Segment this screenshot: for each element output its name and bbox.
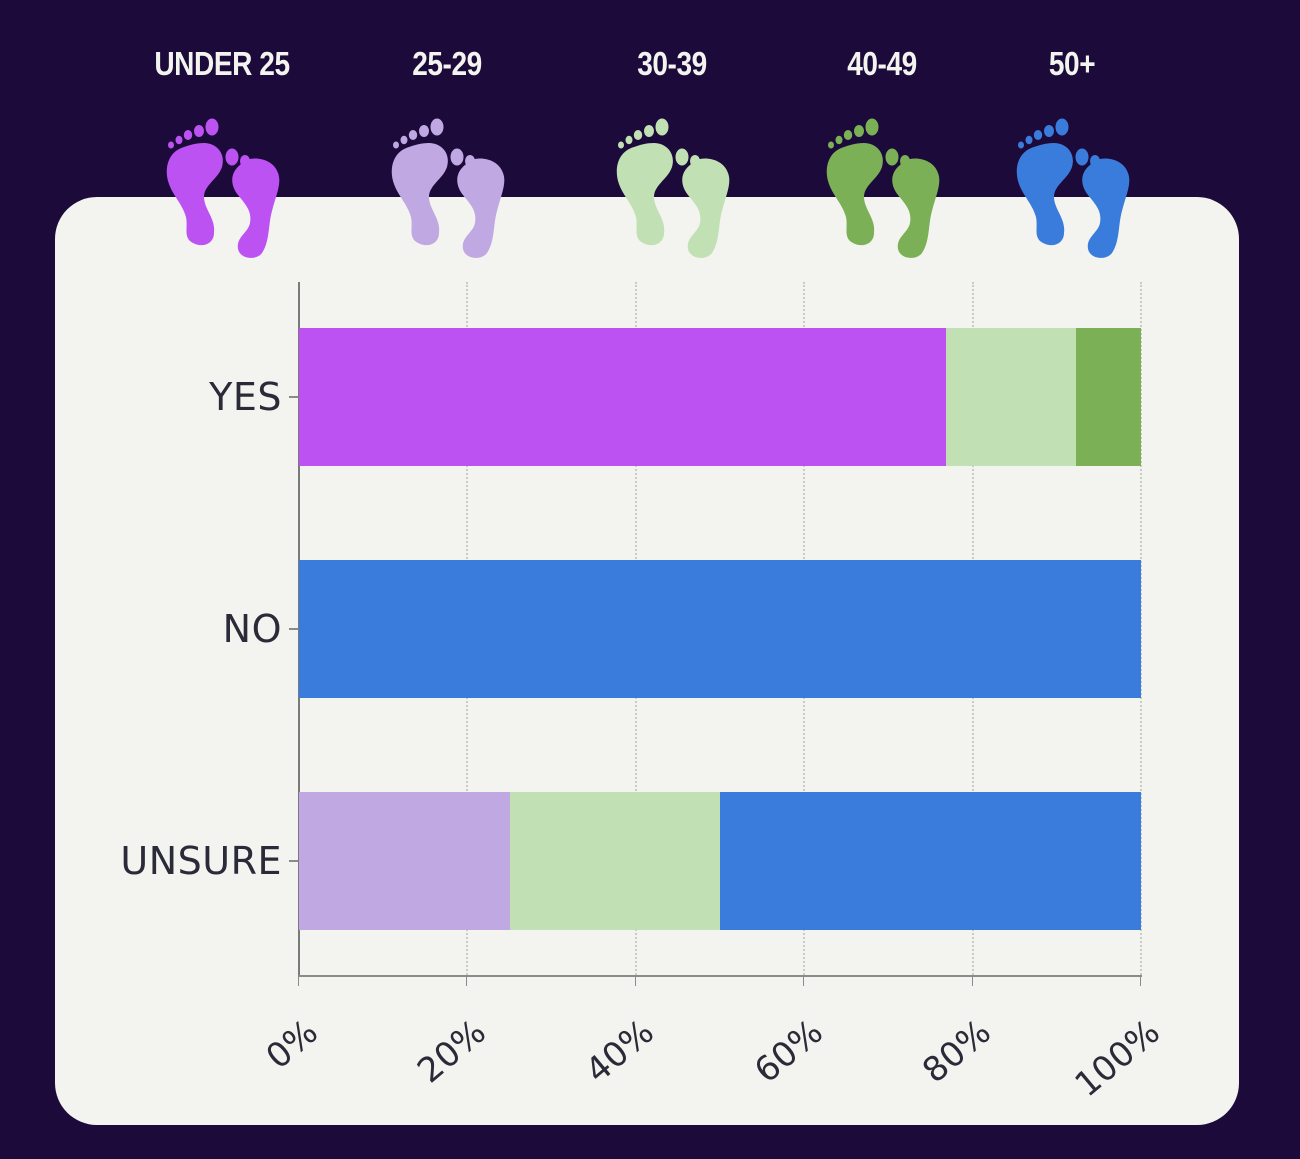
legend-label: 50+ (1048, 45, 1096, 82)
legend-label: UNDER 25 (154, 45, 290, 82)
legend-item-0: UNDER 25 (122, 40, 322, 258)
legend-label: 40-49 (847, 45, 917, 82)
legend-item-4: 50+ (972, 40, 1172, 258)
footprints-icon (1016, 118, 1130, 258)
legend-item-2: 30-39 (572, 40, 772, 258)
legend-item-3: 40-49 (782, 40, 982, 258)
footprints-icon (826, 118, 940, 258)
footprints-icon (391, 118, 505, 258)
legend-item-1: 25-29 (347, 40, 547, 258)
footprints-icon (166, 118, 280, 258)
legend-label: 25-29 (412, 45, 482, 82)
footprints-icon (616, 118, 730, 258)
chart-card (55, 197, 1239, 1125)
legend-label: 30-39 (637, 45, 707, 82)
